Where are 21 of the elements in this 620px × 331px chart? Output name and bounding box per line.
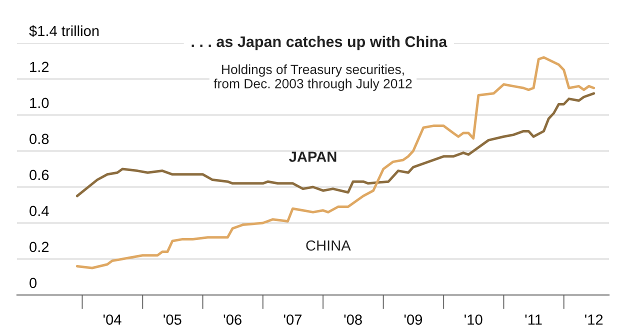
series-label: CHINA (306, 240, 351, 251)
y-tick-label: 1.2 (30, 62, 49, 72)
x-tick-label: '08 (344, 314, 362, 325)
y-tick-label: 0.4 (30, 206, 49, 216)
text: Holdings of Treasury securities, from Dec. 2003 through July 2012 (214, 64, 412, 91)
series-label: JAPAN (289, 152, 336, 162)
x-tick-label: '06 (224, 314, 242, 325)
x-tick-label: '09 (404, 314, 422, 325)
x-tick-label: '10 (464, 314, 482, 325)
y-tick-label: 0.2 (30, 242, 49, 252)
y-tick-label: 0 (30, 278, 37, 288)
y-tick-label: 0.6 (30, 170, 49, 180)
x-tick-label: '07 (284, 314, 302, 325)
x-tick-label: '12 (585, 314, 603, 325)
y-tick-label: $1.4 trillion (29, 25, 99, 37)
y-tick-label: 1.0 (30, 98, 49, 108)
x-tick-label: '11 (525, 314, 542, 325)
y-tick-label: 0.8 (30, 134, 49, 144)
x-tick-label: '04 (104, 314, 122, 325)
x-tick-label: '05 (164, 314, 182, 325)
chart-title: . . . as Japan catches up with China (192, 36, 448, 50)
